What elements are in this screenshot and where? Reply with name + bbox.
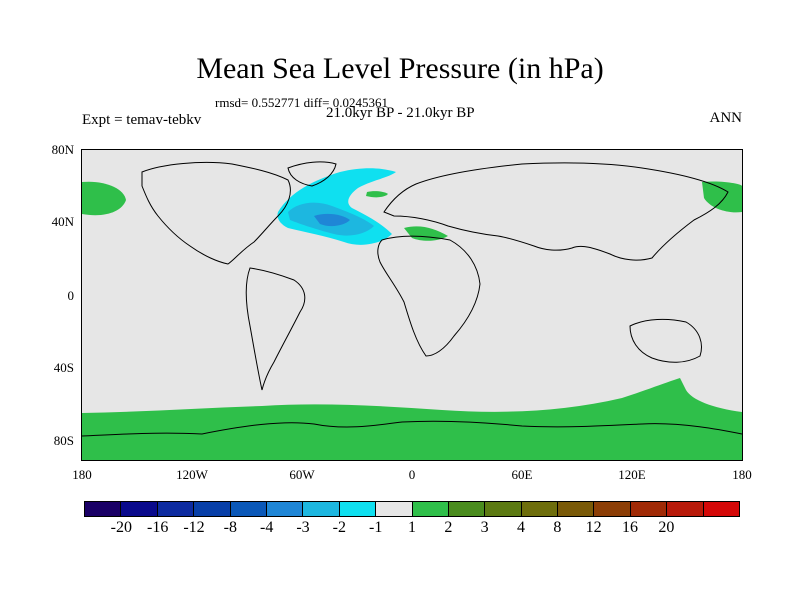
stats-label: rmsd= 0.552771 diff= 0.0245361 xyxy=(215,95,388,110)
coast-south-america xyxy=(245,267,306,391)
colorbar-label: 2 xyxy=(444,519,453,536)
anomaly-southern-ocean xyxy=(82,378,742,460)
colorbar-swatch xyxy=(703,502,740,516)
colorbar-swatch xyxy=(521,502,559,516)
colorbar-swatch xyxy=(194,502,231,516)
colorbar-label: -2 xyxy=(332,519,346,536)
colorbar-swatch xyxy=(448,502,486,516)
x-tick-60e: 60E xyxy=(511,467,533,482)
colorbar-label: -12 xyxy=(183,519,205,536)
colorbar-swatch xyxy=(667,502,704,516)
colorbar-swatch xyxy=(230,502,267,516)
colorbar-label: -1 xyxy=(368,519,383,536)
colorbar-swatch xyxy=(594,502,631,516)
colorbar-swatch xyxy=(339,502,377,516)
colorbar xyxy=(84,501,740,517)
colorbar-swatch xyxy=(85,502,122,516)
x-tick-60w: 60W xyxy=(289,467,315,482)
colorbar-label: 20 xyxy=(658,519,675,536)
colorbar-label: 3 xyxy=(480,519,489,536)
coast-europe-asia xyxy=(383,162,729,261)
plot-title: Mean Sea Level Pressure (in hPa) xyxy=(196,52,604,85)
coast-australia xyxy=(629,318,702,363)
colorbar-label: -8 xyxy=(223,519,237,536)
experiment-label: Expt = temav-tebkv xyxy=(82,112,202,128)
anomaly-pacific-east xyxy=(702,181,742,213)
colorbar-swatch xyxy=(630,502,668,516)
map-canvas xyxy=(82,161,742,460)
y-tick-40s: 40S xyxy=(53,360,74,375)
y-tick-40n: 40N xyxy=(51,214,74,229)
period-label: 21.0kyr BP - 21.0kyr BP xyxy=(326,105,475,121)
colorbar-swatch xyxy=(303,502,340,516)
colorbar-label: 12 xyxy=(585,519,602,536)
colorbar-swatch xyxy=(485,502,522,516)
colorbar-label: -16 xyxy=(146,519,169,536)
coast-africa xyxy=(377,235,481,357)
colorbar-swatch xyxy=(157,502,195,516)
season-label: ANN xyxy=(709,110,743,126)
x-tick-180w: 180 xyxy=(72,467,92,482)
anomaly-north-atlantic-3 xyxy=(314,213,350,227)
colorbar-swatch xyxy=(558,502,595,516)
y-tick-80s: 80S xyxy=(53,433,74,448)
coast-north-america xyxy=(141,161,291,265)
colorbar-label: -20 xyxy=(110,519,132,536)
coast-greenland xyxy=(287,161,337,187)
x-tick-180e: 180 xyxy=(732,467,752,482)
colorbar-label: -3 xyxy=(296,519,310,536)
colorbar-label: 16 xyxy=(622,519,638,536)
colorbar-label: 4 xyxy=(517,519,525,536)
anomaly-mediterranean xyxy=(404,226,448,241)
colorbar-swatch xyxy=(376,502,413,516)
colorbar-label: 8 xyxy=(553,519,562,536)
x-tick-120e: 120E xyxy=(618,467,646,482)
coast-antarctica xyxy=(82,420,742,437)
colorbar-swatch xyxy=(412,502,449,516)
colorbar-label: 1 xyxy=(408,519,416,536)
x-tick-120w: 120W xyxy=(176,467,208,482)
x-tick-0: 0 xyxy=(408,467,416,482)
anomaly-scandinavia xyxy=(366,191,388,198)
colorbar-label: -4 xyxy=(259,519,274,536)
y-tick-0: 0 xyxy=(67,288,75,303)
colorbar-swatch xyxy=(266,502,304,516)
map-panel xyxy=(81,149,743,461)
coastlines xyxy=(82,161,742,437)
y-tick-80n: 80N xyxy=(51,142,74,157)
anomaly-pacific-west xyxy=(82,181,126,216)
colorbar-swatch xyxy=(121,502,158,516)
